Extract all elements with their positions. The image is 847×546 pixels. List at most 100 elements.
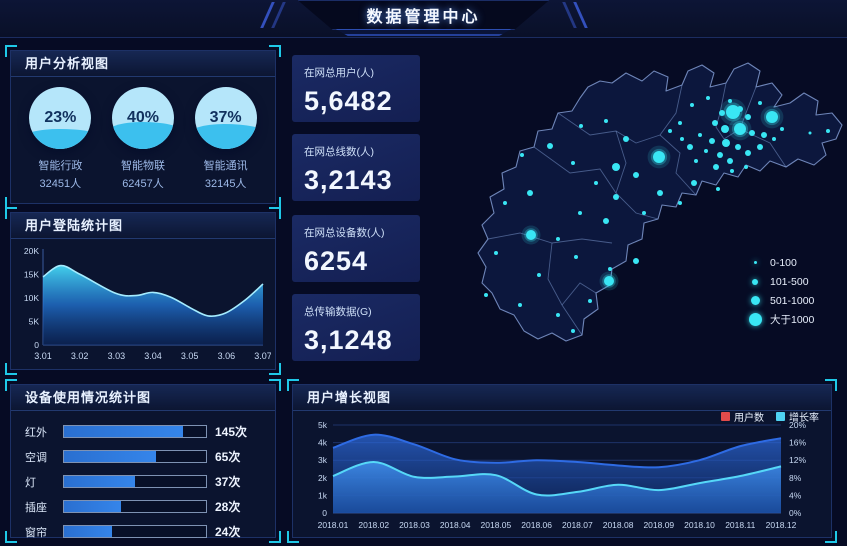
bar-fill: [64, 501, 121, 512]
gauge-fill: [111, 122, 174, 149]
map-dot-icon: [680, 137, 684, 141]
map-dot-icon: [727, 158, 733, 164]
axis-tick-label: 20K: [24, 246, 39, 256]
gauge-fill: [29, 128, 92, 149]
axis-tick-label: 2k: [318, 473, 328, 483]
map-dot-icon: [709, 138, 715, 144]
panel-user-growth: 用户增长视图 用户数 增长率: [287, 379, 837, 543]
gauge-label: 智能物联: [120, 160, 165, 172]
stat-value: 5,6482: [304, 86, 393, 116]
axis-tick-label: 3.01: [34, 351, 52, 361]
map-dot-icon: [668, 129, 672, 133]
bar-track: [63, 525, 207, 538]
map-dot-icon: [604, 276, 614, 286]
bar-value: 37次: [215, 475, 241, 489]
map-canvas: [477, 62, 843, 342]
map-dot-icon: [484, 293, 488, 297]
liquid-gauge: 37%: [194, 87, 257, 149]
map-dot-icon: [728, 99, 732, 103]
dot-icon: [754, 261, 757, 264]
legend-item: 501-1000: [748, 291, 814, 310]
gauge-label: 智能通讯: [203, 160, 248, 172]
map-dot-icon: [527, 190, 533, 196]
bar-track: [63, 475, 207, 488]
legend-item-users: 用户数: [721, 409, 764, 424]
axis-tick-label: 3.07: [254, 351, 271, 361]
map-dot-icon: [719, 110, 725, 116]
map-dot-icon: [704, 149, 708, 153]
panel-title-device-usage: 设备使用情况统计图: [11, 385, 275, 411]
map-dot-icon: [547, 143, 553, 149]
bar-track: [63, 425, 207, 438]
axis-tick-label: 2018.03: [399, 520, 430, 530]
axis-tick-label: 2018.09: [643, 520, 674, 530]
map-dot-icon: [678, 121, 682, 125]
axis-tick-label: 0: [322, 508, 327, 518]
legend-item: 大于1000: [748, 310, 814, 329]
map-region-borders: [487, 82, 787, 336]
bar-label: 红外: [25, 426, 47, 439]
corner-bracket-icon: [825, 379, 837, 391]
stat-card-total-users: 在网总用户(人) 5,6482: [292, 55, 420, 122]
bar-row: 灯 37次: [25, 469, 261, 494]
map-dot-icon: [657, 190, 663, 196]
dot-icon: [749, 313, 762, 326]
map-dot-icon: [579, 124, 583, 128]
map-dot-icon: [571, 329, 575, 333]
map-dot-icon: [588, 299, 592, 303]
legend-label: 用户数: [734, 413, 764, 424]
bar-value: 145次: [215, 425, 248, 439]
legend-item-growth: 增长率: [776, 409, 819, 424]
liquid-gauge: 40%: [111, 87, 174, 149]
corner-bracket-icon: [269, 207, 281, 219]
axis-tick-label: 2018.01: [318, 520, 349, 530]
map-dot-icon: [826, 129, 830, 133]
growth-legend: 用户数 增长率: [721, 409, 819, 424]
gauge-count: 62457人: [122, 178, 164, 190]
panel-title-login-stats: 用户登陆统计图: [11, 213, 275, 239]
axis-tick-label: 3k: [318, 455, 328, 465]
axis-tick-label: 1k: [318, 490, 328, 500]
map-dot-icon: [716, 187, 720, 191]
bar-row: 空调 65次: [25, 444, 261, 469]
axis-tick-label: 4%: [789, 490, 802, 500]
map-dot-icon: [494, 251, 498, 255]
axis-tick-label: 4k: [318, 438, 328, 448]
axis-tick-label: 12%: [789, 455, 806, 465]
bar-fill: [64, 426, 184, 437]
map-dot-icon: [642, 211, 646, 215]
map-dot-icon: [744, 165, 748, 169]
bar-row: 窗帘 24次: [25, 519, 261, 544]
dot-icon: [752, 278, 758, 285]
stat-label: 在网总用户(人): [304, 67, 374, 79]
map-dot-icon: [808, 131, 812, 135]
axis-tick-label: 2018.10: [684, 520, 715, 530]
panel-user-analysis: 用户分析视图 23% 智能行政 32451人 40% 智能物联 62457人: [5, 45, 281, 209]
axis-tick-label: 2018.12: [766, 520, 797, 530]
stat-label: 总传输数据(G): [304, 306, 372, 318]
map-dot-icon: [633, 172, 639, 178]
map-dot-icon: [612, 163, 620, 171]
liquid-gauge: 23%: [29, 87, 92, 149]
axis-tick-label: 5K: [29, 317, 40, 327]
corner-bracket-icon: [5, 45, 17, 57]
map-dot-icon: [745, 150, 751, 156]
gauge-iot: 40% 智能物联 62457人: [105, 87, 181, 191]
map-dot-icon: [772, 137, 776, 141]
map-dot-icon: [603, 218, 609, 224]
map-dot-icon: [691, 180, 697, 186]
legend-label: 大于1000: [770, 314, 815, 326]
stat-value: 6254: [304, 246, 369, 276]
map-dot-icon: [526, 230, 536, 240]
header-underline-decoration: [335, 29, 512, 36]
map-dot-icon: [653, 151, 665, 163]
axis-tick-label: 3.04: [144, 351, 162, 361]
corner-bracket-icon: [5, 379, 17, 391]
axis-tick-label: 2018.04: [440, 520, 471, 530]
map-dot-icon: [734, 123, 746, 135]
axis-tick-label: 2018.06: [521, 520, 552, 530]
area-series: [43, 265, 263, 345]
corner-bracket-icon: [269, 363, 281, 375]
stat-value: 3,1248: [304, 325, 393, 355]
axis-tick-label: 2018.05: [481, 520, 512, 530]
